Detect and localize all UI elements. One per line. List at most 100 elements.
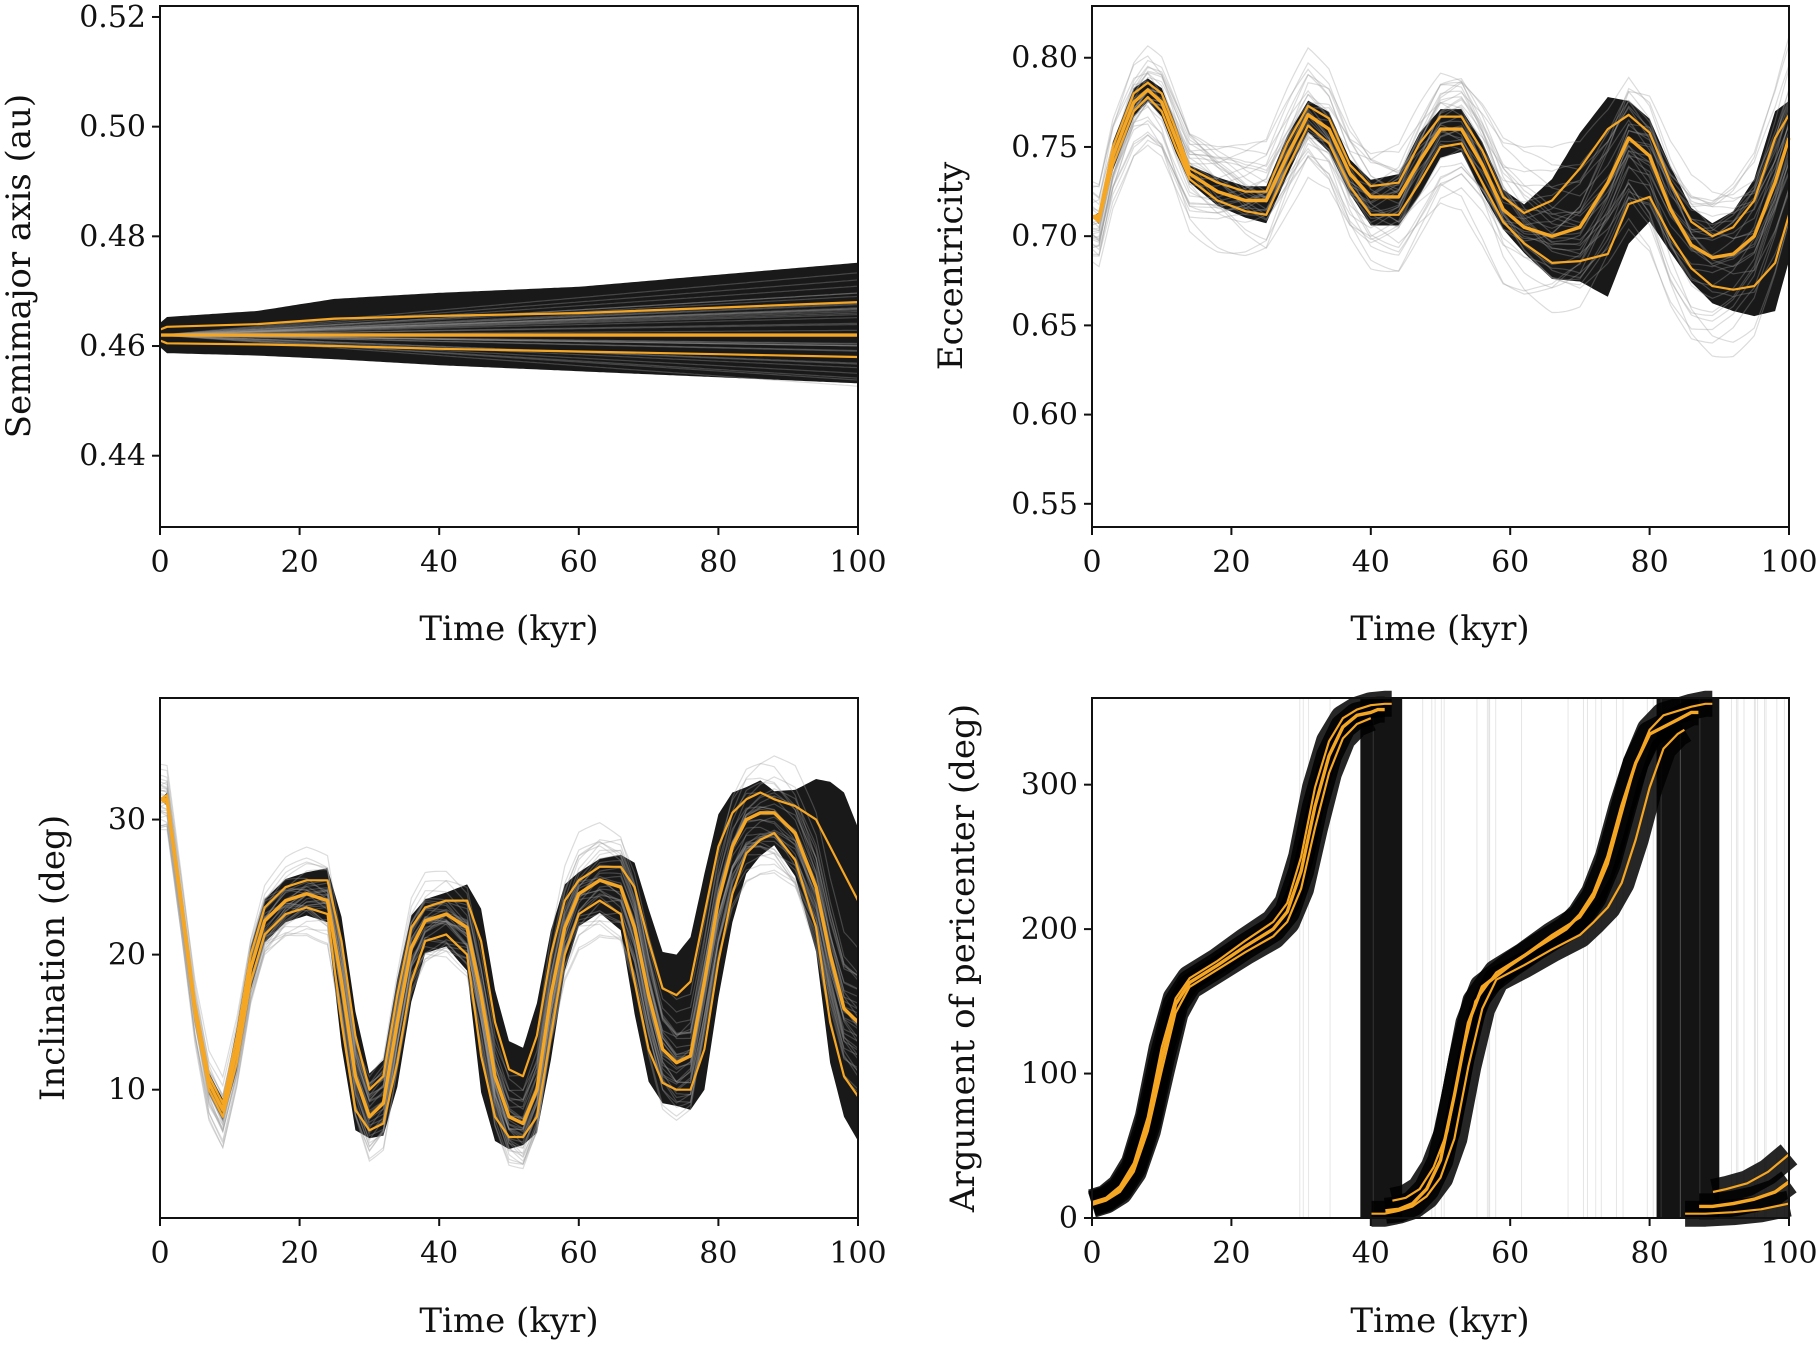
panel-inclination-band-layer <box>159 755 859 1170</box>
panel-semimajor-axis-xlabel: Time (kyr) <box>419 609 598 649</box>
panel-pericenter-ylabel: Argument of pericenter (deg) <box>943 704 983 1213</box>
ensemble-trace <box>1091 66 1790 236</box>
x-tick-label: 100 <box>829 1236 886 1271</box>
y-tick-label: 0.65 <box>1011 308 1078 343</box>
y-tick-label: 300 <box>1021 768 1078 803</box>
y-tick-label: 200 <box>1021 912 1078 947</box>
upper-percentile-line <box>159 791 859 1105</box>
ensemble-trace <box>1091 121 1790 317</box>
ensemble-trace <box>160 334 859 347</box>
ensemble-trace <box>1091 45 1790 229</box>
ensemble-trace <box>1091 111 1790 313</box>
ensemble-trace <box>159 302 859 336</box>
x-tick-label: 40 <box>1352 545 1390 580</box>
ensemble-trace <box>159 811 859 1170</box>
ensemble-trace <box>159 322 859 336</box>
ensemble-trace <box>1091 70 1790 233</box>
x-tick-label: 100 <box>829 545 886 580</box>
ensemble-trace <box>1091 123 1790 358</box>
ensemble-trace <box>159 323 859 336</box>
ensemble-band <box>1092 78 1789 317</box>
y-tick-label: 0.80 <box>1011 41 1078 76</box>
x-tick-label: 20 <box>281 545 319 580</box>
x-tick-label: 40 <box>420 1236 458 1271</box>
ensemble-trace <box>159 789 859 1158</box>
ensemble-trace <box>159 792 859 1132</box>
panel-eccentricity-frame <box>1091 5 1790 528</box>
x-tick-label: 60 <box>1491 545 1529 580</box>
y-tick-label: 0.55 <box>1011 487 1078 522</box>
ensemble-trace <box>1091 133 1790 344</box>
panel-semimajor-axis-ylabel: Semimajor axis (au) <box>0 94 39 438</box>
y-tick-label: 0.52 <box>79 0 146 35</box>
ensemble-trace <box>159 792 859 1150</box>
ensemble-trace <box>159 334 859 374</box>
panel-inclination: 0 20 40 60 80 100 10 20 30 Time (kyr) Inclinatio… <box>33 697 887 1341</box>
panel-pericenter-line-layer <box>1091 702 1790 1215</box>
x-tick-label: 40 <box>420 545 458 580</box>
ensemble-trace <box>1091 101 1790 286</box>
ensemble-trace <box>159 787 859 1162</box>
ensemble-trace <box>159 788 859 1146</box>
lower-percentile-line <box>1091 95 1791 291</box>
lower-percentile-line <box>1091 717 1790 1215</box>
median-line <box>1091 88 1791 260</box>
ensemble-trace <box>1091 93 1790 299</box>
ensemble-trace <box>159 824 859 1131</box>
ensemble-trace <box>159 304 859 336</box>
x-tick-label: 80 <box>699 1236 737 1271</box>
x-tick-label: 0 <box>1082 545 1101 580</box>
ensemble-trace <box>159 809 859 1154</box>
ensemble-trace <box>159 309 859 336</box>
panel-eccentricity-band-layer <box>1091 36 1790 358</box>
ensemble-trace <box>159 285 859 336</box>
panel-inclination-xlabel: Time (kyr) <box>419 1301 598 1341</box>
ensemble-trace <box>159 334 859 369</box>
y-tick-label: 100 <box>1021 1057 1078 1092</box>
ensemble-trace <box>1091 100 1790 279</box>
ensemble-trace <box>159 310 859 336</box>
ensemble-trace <box>1092 89 1790 258</box>
ensemble-trace <box>159 828 859 1137</box>
panel-eccentricity: 0 20 40 60 80 100 0.55 0.60 0.65 0.70 0.75 0.80 Tim… <box>931 5 1818 649</box>
x-tick-label: 20 <box>1212 1236 1250 1271</box>
panel-eccentricity-ticks: 0 20 40 60 80 100 0.55 0.60 0.65 0.70 0.75 0.80 <box>1011 41 1817 580</box>
ensemble-band <box>160 779 858 1150</box>
x-tick-label: 60 <box>560 545 598 580</box>
y-tick-label: 0.70 <box>1011 219 1078 254</box>
panel-inclination-ticks: 0 20 40 60 80 100 10 20 30 <box>108 803 887 1271</box>
ensemble-trace <box>159 295 859 336</box>
ensemble-trace <box>159 796 859 1143</box>
y-tick-label: 30 <box>108 803 146 838</box>
ensemble-trace <box>1091 93 1790 287</box>
upper-percentile-line <box>159 301 859 331</box>
ensemble-trace <box>159 279 859 336</box>
panel-semimajor-axis-frame <box>159 5 859 528</box>
ensemble-trace <box>1091 115 1790 322</box>
panel-eccentricity-xlabel: Time (kyr) <box>1350 609 1529 649</box>
panel-semimajor-axis-ticks: 0 20 40 60 80 100 0.44 0.46 0.48 0.50 0.52 <box>79 0 886 580</box>
x-tick-label: 40 <box>1352 1236 1390 1271</box>
ensemble-trace <box>160 334 858 352</box>
x-tick-label: 80 <box>1631 545 1669 580</box>
ensemble-trace <box>1091 76 1790 251</box>
x-tick-label: 80 <box>699 545 737 580</box>
upper-percentile-line <box>1091 81 1790 238</box>
x-tick-label: 20 <box>281 1236 319 1271</box>
ensemble-trace <box>1091 90 1790 240</box>
panel-semimajor-axis: 0 20 40 60 80 100 0.44 0.46 0.48 0.50 0.52 Time (k… <box>0 0 887 649</box>
panel-semimajor-axis-line-layer <box>159 301 859 359</box>
ensemble-trace <box>159 314 859 336</box>
lower-percentile-line <box>159 798 859 1139</box>
ensemble-trace <box>159 307 859 336</box>
lower-percentile-line <box>159 339 859 359</box>
ensemble-trace <box>1091 65 1790 266</box>
x-tick-label: 0 <box>150 545 169 580</box>
panel-eccentricity-ylabel: Eccentricity <box>931 161 971 370</box>
ensemble-trace <box>159 818 859 1165</box>
ensemble-trace <box>160 334 859 347</box>
y-tick-label: 20 <box>108 938 146 973</box>
ensemble-trace <box>159 334 859 379</box>
y-tick-label: 0.46 <box>79 329 146 364</box>
ensemble-trace <box>159 272 859 336</box>
